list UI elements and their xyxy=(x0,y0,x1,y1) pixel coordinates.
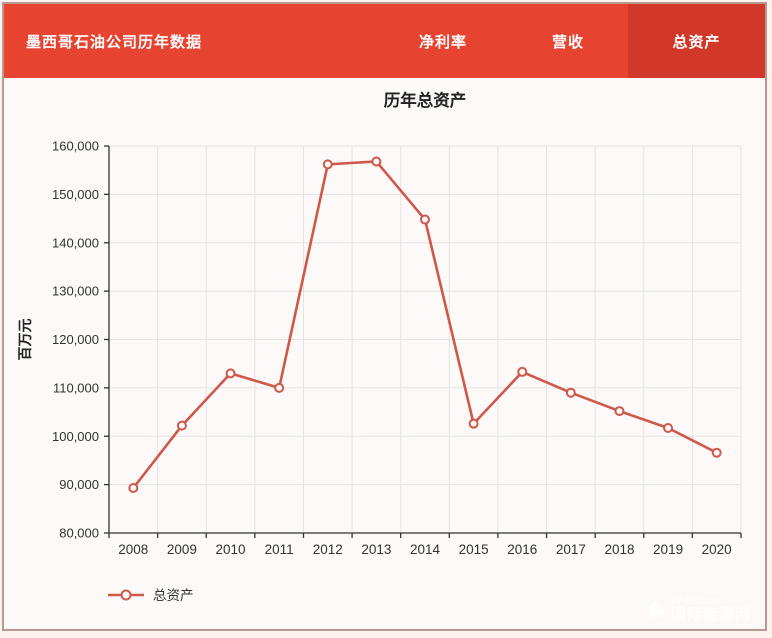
x-axis-label: 2019 xyxy=(653,542,683,557)
y-axis-label: 150,000 xyxy=(52,187,99,202)
data-point-marker[interactable] xyxy=(322,159,333,170)
y-axis-label: 120,000 xyxy=(52,332,99,347)
data-point-marker[interactable] xyxy=(468,418,479,429)
legend-marker-icon xyxy=(120,589,132,601)
x-axis-label: 2014 xyxy=(410,542,441,557)
tab-net-margin[interactable]: 净利率 xyxy=(418,33,467,51)
data-point-marker[interactable] xyxy=(565,387,576,398)
y-axis-label: 100,000 xyxy=(52,429,99,444)
x-axis-label: 2017 xyxy=(556,542,586,557)
data-point-marker[interactable] xyxy=(225,368,236,379)
x-axis-label: 2009 xyxy=(167,542,197,557)
y-axis-label: 130,000 xyxy=(52,284,99,299)
data-point-marker[interactable] xyxy=(663,423,674,434)
legend-item[interactable]: 总资产 xyxy=(108,588,194,603)
data-point-marker[interactable] xyxy=(711,447,722,458)
y-axis-label: 160,000 xyxy=(52,139,99,154)
data-point-marker[interactable] xyxy=(420,214,430,225)
tab-bar: 净利率 营收 总资产 xyxy=(378,4,765,78)
x-axis-label: 2010 xyxy=(216,542,246,557)
x-axis-label: 2008 xyxy=(118,542,148,557)
chart-area: 80,000 90,000 100,000 110,000 120,000 130,000… xyxy=(4,78,765,629)
x-axis-label: 2020 xyxy=(702,542,732,557)
total-assets-line-chart: 80,000 90,000 100,000 110,000 120,000 130,000… xyxy=(17,90,742,603)
data-point-marker[interactable] xyxy=(128,483,139,494)
data-point-marker[interactable] xyxy=(614,406,625,417)
data-point-marker[interactable] xyxy=(274,382,285,393)
data-point-marker[interactable] xyxy=(517,366,528,377)
legend-label: 总资产 xyxy=(153,588,194,603)
x-axis-label: 2012 xyxy=(313,542,343,557)
x-axis-label: 2016 xyxy=(507,542,537,557)
y-axis-label: 140,000 xyxy=(52,235,99,250)
x-axis-label: 2013 xyxy=(361,542,391,557)
x-axis-label: 2011 xyxy=(265,542,294,557)
series-line xyxy=(132,160,718,489)
y-axis-label: 110,000 xyxy=(53,380,99,395)
x-axis-label: 2018 xyxy=(604,542,634,557)
tab-revenue[interactable]: 营收 xyxy=(551,33,584,51)
data-point-marker[interactable] xyxy=(176,420,187,431)
y-axis-title: 百万元 xyxy=(17,319,33,361)
chart-title: 历年总资产 xyxy=(384,90,467,110)
x-axis-label: 2015 xyxy=(459,542,489,557)
header-bar: 墨西哥石油公司历年数据 净利率 营收 总资产 xyxy=(4,4,765,78)
y-axis-label: 90,000 xyxy=(59,477,99,492)
content-frame: 墨西哥石油公司历年数据 净利率 营收 总资产 80,000 90,000 100,0… xyxy=(2,2,767,631)
data-point-marker[interactable] xyxy=(371,156,382,167)
tab-total-assets-active[interactable]: 总资产 xyxy=(628,4,765,78)
page-title: 墨西哥石油公司历年数据 xyxy=(26,33,203,51)
y-axis-label: 80,000 xyxy=(59,526,99,541)
